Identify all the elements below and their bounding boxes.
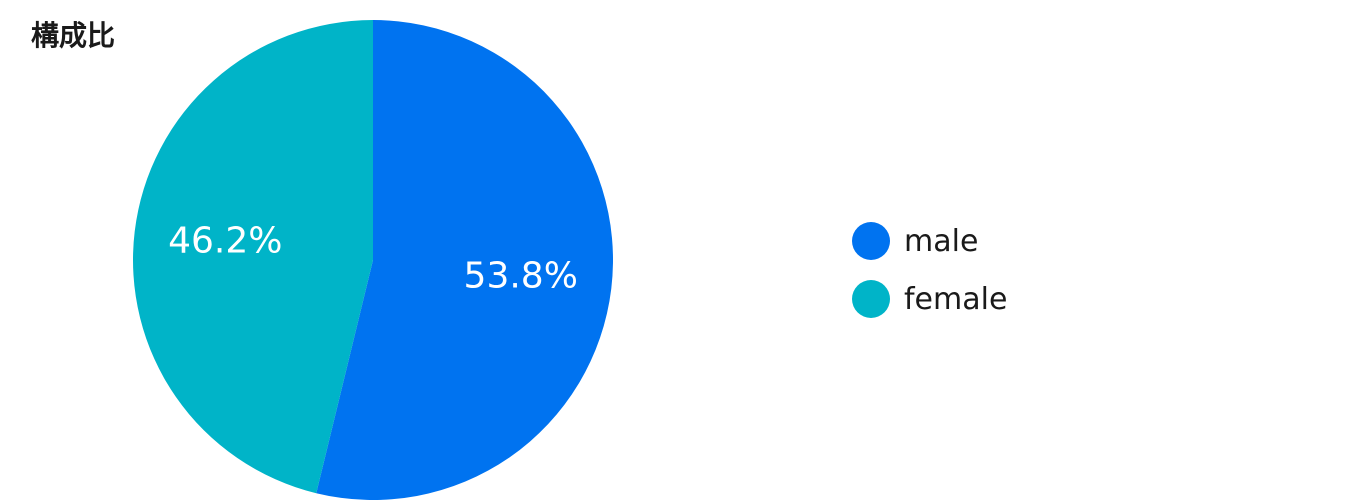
legend-label-male: male bbox=[904, 223, 979, 259]
slice-label-male: 53.8% bbox=[464, 256, 578, 297]
legend-item-female[interactable]: female bbox=[852, 270, 1007, 328]
slice-label-female: 46.2% bbox=[168, 220, 282, 261]
legend: male female bbox=[852, 212, 1007, 328]
legend-swatch-female bbox=[852, 280, 890, 318]
legend-item-male[interactable]: male bbox=[852, 212, 1007, 270]
pie-slice-female[interactable] bbox=[132, 20, 373, 494]
pie-slice-male[interactable] bbox=[316, 20, 613, 500]
chart-title: 構成比 bbox=[31, 19, 116, 52]
legend-swatch-male bbox=[852, 222, 890, 260]
legend-label-female: female bbox=[904, 281, 1008, 317]
